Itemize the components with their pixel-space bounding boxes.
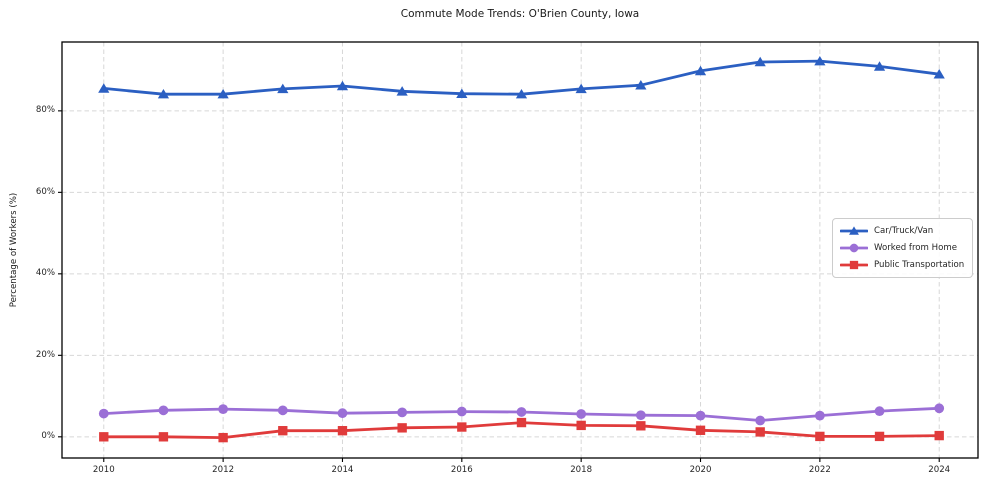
x-axis-tick-label: 2022 xyxy=(808,465,831,475)
square-marker-icon xyxy=(457,422,467,432)
legend-label: Worked from Home xyxy=(874,243,958,253)
square-marker-icon xyxy=(99,432,109,442)
legend-label: Public Transportation xyxy=(874,260,965,270)
chart-title: Commute Mode Trends: O'Brien County, Iow… xyxy=(400,8,640,20)
circle-marker-icon xyxy=(456,406,467,417)
square-marker-icon xyxy=(158,432,169,442)
circle-marker-icon xyxy=(755,415,766,426)
legend: Car/Truck/Van Worked from Home Public Tr… xyxy=(832,218,973,278)
x-axis-tick-label: 2014 xyxy=(331,465,354,475)
triangle-marker-icon xyxy=(849,226,859,235)
square-marker-icon xyxy=(516,417,527,428)
legend-item-worked-from-home: Worked from Home xyxy=(840,241,964,255)
square-marker-icon xyxy=(755,427,765,437)
triangle-marker-icon xyxy=(754,56,766,67)
square-marker-icon xyxy=(695,425,706,435)
x-axis-tick-label: 2020 xyxy=(689,465,712,475)
circle-marker-icon xyxy=(397,407,408,418)
triangle-marker-icon xyxy=(217,88,229,99)
triangle-marker-icon xyxy=(336,80,349,91)
circle-marker-icon xyxy=(158,405,169,416)
square-marker-icon xyxy=(278,426,288,436)
line-triangle-marker-icon xyxy=(840,226,868,235)
triangle-marker-icon xyxy=(515,88,528,99)
triangle-marker-icon xyxy=(873,61,886,71)
square-marker-icon xyxy=(815,431,825,442)
x-axis-tick-label: 2018 xyxy=(570,465,593,475)
circle-marker-icon xyxy=(277,405,288,416)
square-marker-icon xyxy=(397,423,407,433)
circle-marker-icon xyxy=(934,403,945,414)
triangle-marker-icon xyxy=(157,88,170,99)
triangle-marker-icon xyxy=(396,86,408,96)
triangle-marker-icon xyxy=(635,79,647,90)
square-marker-icon xyxy=(934,430,944,441)
legend-item-public-transportation: Public Transportation xyxy=(840,258,964,272)
circle-marker-icon xyxy=(874,406,885,417)
axes-spines xyxy=(61,41,979,459)
circle-marker-icon xyxy=(98,408,109,419)
circle-marker-icon xyxy=(849,243,859,253)
triangle-marker-icon xyxy=(814,55,826,66)
line-square-marker-icon xyxy=(840,260,868,270)
triangle-marker-icon xyxy=(98,83,110,93)
triangle-marker-icon xyxy=(277,83,289,94)
triangle-marker-icon xyxy=(456,88,468,99)
line-circle-marker-icon xyxy=(840,243,868,253)
x-axis-tick-label: 2012 xyxy=(212,465,235,475)
triangle-marker-icon xyxy=(575,83,587,94)
circle-marker-icon xyxy=(576,409,587,419)
circle-marker-icon xyxy=(635,410,646,421)
triangle-marker-icon xyxy=(694,65,707,76)
legend-item-car-truck-van: Car/Truck/Van xyxy=(840,224,964,238)
square-marker-icon xyxy=(874,431,885,442)
x-axis-tick-label: 2010 xyxy=(92,465,115,475)
circle-marker-icon xyxy=(814,410,825,421)
circle-marker-icon xyxy=(337,408,348,419)
square-marker-icon xyxy=(576,420,586,431)
circle-marker-icon xyxy=(695,410,706,421)
y-axis-tick-label: 40% xyxy=(35,268,55,279)
legend-label: Car/Truck/Van xyxy=(874,226,934,236)
y-axis-tick-label: 80% xyxy=(35,105,55,116)
y-axis-tick-label: 60% xyxy=(35,186,55,197)
square-marker-icon xyxy=(636,421,646,431)
x-axis-tick-label: 2016 xyxy=(450,465,473,475)
circle-marker-icon xyxy=(516,407,527,417)
y-axis-tick-label: 0% xyxy=(41,431,55,442)
x-axis-tick-label: 2024 xyxy=(928,465,951,475)
triangle-marker-icon xyxy=(933,68,945,79)
square-marker-icon xyxy=(337,426,348,436)
circle-marker-icon xyxy=(218,404,229,414)
square-marker-icon xyxy=(849,260,859,270)
y-axis-tick-label: 20% xyxy=(35,349,55,360)
square-marker-icon xyxy=(218,432,228,443)
